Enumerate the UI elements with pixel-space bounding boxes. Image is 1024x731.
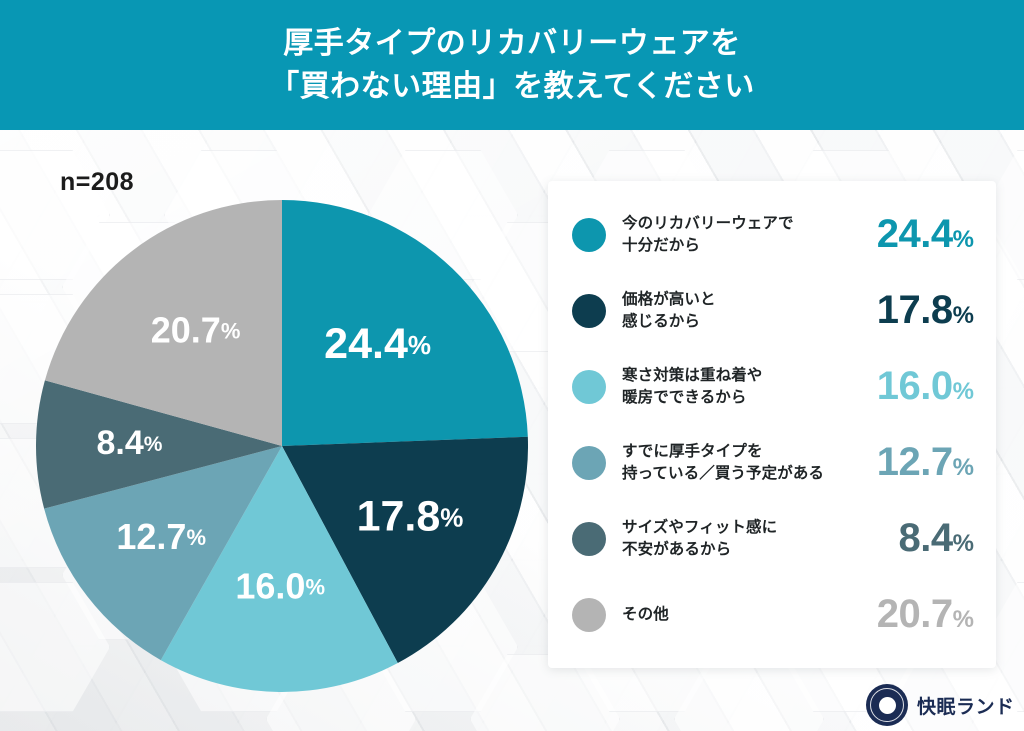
pie-slice-label: 16.0% xyxy=(235,565,325,606)
legend-item-value: 12.7% xyxy=(877,440,974,485)
legend-item-value: 8.4% xyxy=(899,516,974,561)
legend-item-label: サイズやフィット感に 不安があるから xyxy=(622,518,778,558)
legend-item-label: すでに厚手タイプを 持っている／買う予定がある xyxy=(622,442,825,482)
pie-slice-label: 8.4% xyxy=(97,424,163,462)
pie-slice xyxy=(282,200,528,446)
header-title-line-1: 厚手タイプのリカバリーウェアを xyxy=(283,26,741,60)
pie-slice-unit: % xyxy=(144,433,163,456)
pie-slice-value: 20.7 xyxy=(151,309,221,350)
brand-name: 快眠ランド xyxy=(917,696,1015,718)
legend-color-dot-icon xyxy=(572,293,606,328)
legend-color-dot-icon xyxy=(572,445,606,480)
brand-badge-icon xyxy=(866,684,908,726)
pie-slice-label: 17.8% xyxy=(357,493,464,541)
legend-value-unit: % xyxy=(952,378,974,405)
pie-slice-group xyxy=(36,200,528,692)
pie-slice-label: 12.7% xyxy=(116,516,206,557)
legend-value-unit: % xyxy=(952,530,974,557)
legend-value-unit: % xyxy=(952,302,974,329)
pie-slice-label: 20.7% xyxy=(151,309,241,350)
legend-value-number: 8.4 xyxy=(898,516,954,560)
legend-value-number: 24.4 xyxy=(876,212,953,256)
legend-color-dot-icon xyxy=(572,597,606,632)
legend-item[interactable]: 寒さ対策は重ね着や 暖房でできるから 16.0% xyxy=(572,349,974,425)
legend-item-value: 16.0% xyxy=(877,364,974,409)
legend-color-dot-icon xyxy=(572,369,606,404)
legend-panel: 今のリカバリーウェアで 十分だから 24.4% 価格が高いと 感じるから 17.8% 寒… xyxy=(548,181,996,668)
brand-logo[interactable]: 快眠ランド xyxy=(866,684,1015,726)
pie-slice-value: 16.0 xyxy=(235,565,305,606)
pie-slice-value: 8.4 xyxy=(97,424,144,462)
legend-item-label: 今のリカバリーウェアで 十分だから xyxy=(622,214,794,254)
pie-slice-value: 12.7 xyxy=(116,516,186,557)
header-title-line-2: 「買わない理由」を教えてください xyxy=(269,70,755,103)
legend-value-unit: % xyxy=(952,606,974,633)
pie-chart: 24.4% 17.8% 16.0% 12.7% 8.4% 20.7% xyxy=(36,200,528,692)
pie-slice xyxy=(282,436,528,664)
legend-item[interactable]: 価格が高いと 感じるから 17.8% xyxy=(572,273,974,349)
legend-item[interactable]: サイズやフィット感に 不安があるから 8.4% xyxy=(572,501,974,577)
legend-item-label: 寒さ対策は重ね着や 暖房でできるから xyxy=(622,366,763,406)
pie-slice-value: 17.8 xyxy=(357,493,441,541)
legend-item[interactable]: その他 20.7% xyxy=(572,577,974,653)
legend-color-dot-icon xyxy=(572,217,606,252)
legend-item-value: 17.8% xyxy=(877,288,974,333)
legend-value-unit: % xyxy=(952,454,974,481)
legend-value-number: 20.7 xyxy=(876,592,953,636)
legend-value-unit: % xyxy=(952,226,974,253)
legend-item[interactable]: すでに厚手タイプを 持っている／買う予定がある 12.7% xyxy=(572,425,974,501)
legend-item[interactable]: 今のリカバリーウェアで 十分だから 24.4% xyxy=(572,197,974,273)
legend-item-label: 価格が高いと 感じるから xyxy=(622,290,716,330)
legend-color-dot-icon xyxy=(572,521,606,556)
pie-slice xyxy=(160,446,398,692)
pie-slice xyxy=(36,380,282,509)
legend-item-label: その他 xyxy=(622,605,669,623)
legend-list: 今のリカバリーウェアで 十分だから 24.4% 価格が高いと 感じるから 17.8% 寒… xyxy=(548,181,996,668)
pie-slice-unit: % xyxy=(186,525,206,550)
pie-slice-unit: % xyxy=(408,330,431,360)
legend-value-number: 12.7 xyxy=(876,440,953,484)
legend-value-number: 17.8 xyxy=(876,288,953,332)
pie-slice-value: 24.4 xyxy=(324,320,408,368)
pie-slice-unit: % xyxy=(305,575,325,600)
legend-value-number: 16.0 xyxy=(876,364,953,408)
brand-mark-icon xyxy=(878,696,896,714)
pie-slice xyxy=(44,446,283,661)
pie-label-group: 24.4%17.8%16.0%12.7%8.4%20.7% xyxy=(97,309,464,606)
legend-item-value: 24.4% xyxy=(877,212,974,257)
header-banner: 厚手タイプのリカバリーウェアを 「買わない理由」を教えてください xyxy=(0,0,1024,130)
pie-slice-unit: % xyxy=(440,502,463,532)
pie-chart-svg: 24.4%17.8%16.0%12.7%8.4%20.7% xyxy=(36,200,528,692)
pie-slice-unit: % xyxy=(221,318,241,343)
sample-size-label: n=208 xyxy=(60,168,135,196)
pie-slice-label: 24.4% xyxy=(324,320,431,368)
legend-item-value: 20.7% xyxy=(877,592,974,637)
pie-slice xyxy=(44,200,282,446)
